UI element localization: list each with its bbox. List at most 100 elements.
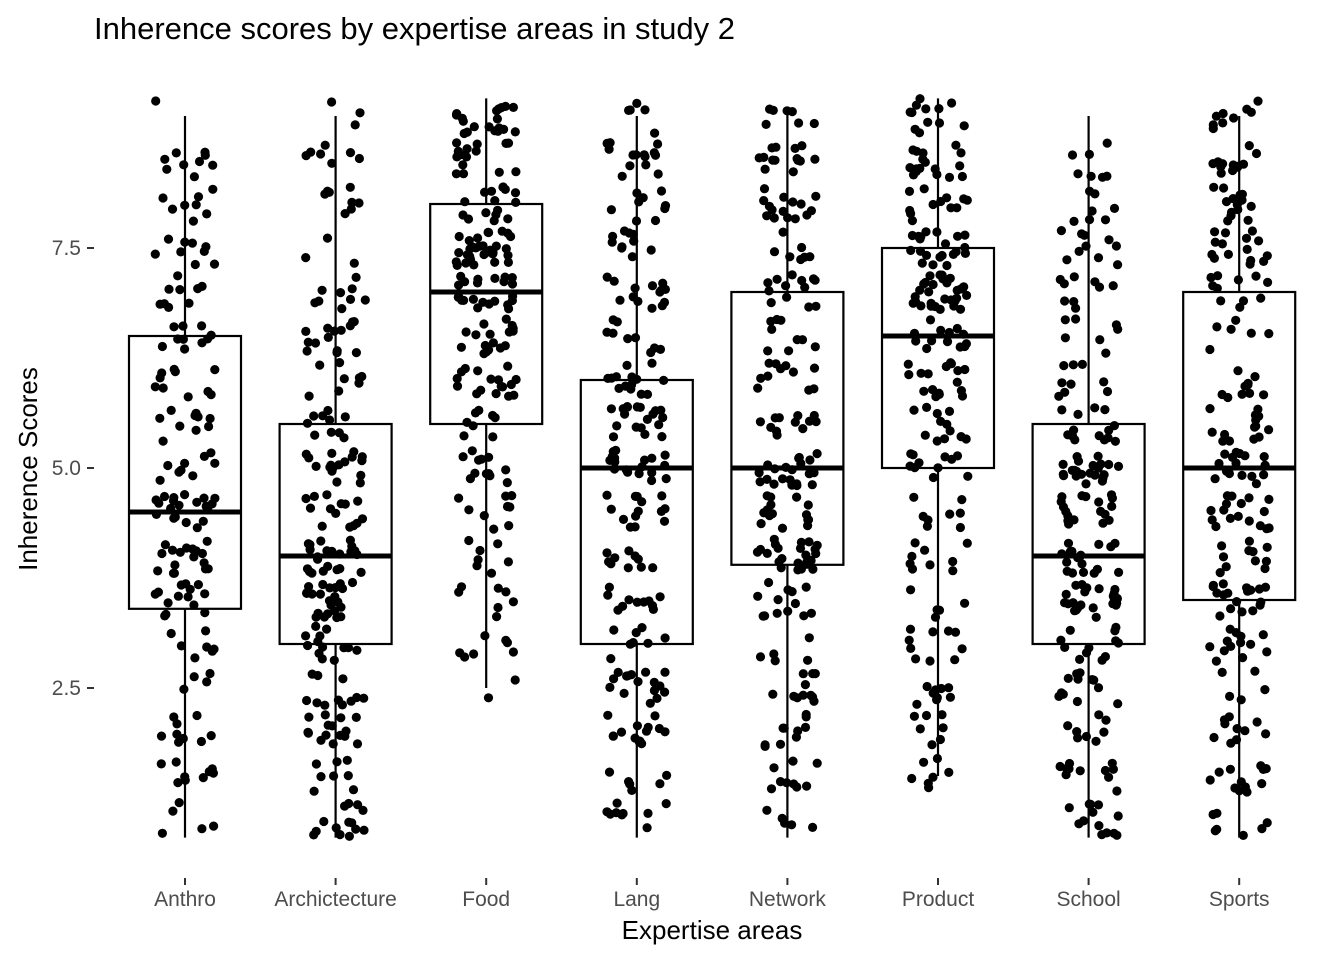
data-point: [490, 257, 500, 267]
data-point: [811, 301, 821, 311]
data-point: [762, 548, 772, 559]
data-point: [806, 690, 816, 700]
data-point: [1225, 764, 1235, 774]
data-point: [460, 652, 470, 662]
data-point: [343, 771, 353, 781]
data-point: [630, 333, 641, 343]
data-point: [1068, 360, 1078, 370]
data-point: [335, 288, 346, 298]
data-point: [464, 505, 474, 515]
data-point: [1093, 451, 1103, 461]
data-point: [657, 432, 667, 442]
data-point: [1214, 458, 1224, 469]
data-point: [1077, 359, 1087, 369]
data-point: [504, 304, 514, 314]
data-point: [197, 281, 207, 291]
data-point: [166, 503, 176, 514]
boxes-layer: [127, 98, 1297, 838]
data-point: [320, 140, 330, 150]
data-point: [175, 285, 185, 295]
data-point: [1208, 123, 1218, 134]
data-point: [947, 98, 957, 108]
data-point: [800, 680, 811, 690]
data-point: [1094, 282, 1105, 292]
x-tick-label-food: Food: [462, 888, 510, 911]
data-point: [468, 294, 478, 304]
data-point: [467, 446, 477, 456]
data-point: [1081, 479, 1091, 489]
data-point: [313, 554, 323, 564]
data-point: [1099, 377, 1109, 387]
data-point: [797, 335, 808, 345]
data-point: [948, 249, 959, 259]
data-point: [805, 455, 815, 465]
data-point: [636, 423, 646, 433]
data-point: [657, 491, 667, 501]
data-point: [347, 284, 357, 294]
data-point: [495, 343, 505, 353]
data-point: [192, 497, 202, 507]
data-point: [1262, 647, 1272, 657]
data-point: [454, 231, 464, 242]
data-point: [156, 759, 166, 769]
x-tick-label-archictecture: Archictecture: [274, 888, 397, 911]
data-point: [800, 282, 810, 292]
data-point: [607, 452, 617, 462]
data-point: [1227, 491, 1237, 501]
data-point: [650, 711, 660, 721]
data-point: [209, 259, 220, 269]
data-point: [925, 560, 935, 570]
data-point: [911, 336, 921, 346]
data-point: [452, 109, 462, 119]
data-point: [333, 597, 343, 607]
data-point: [1098, 473, 1108, 483]
data-point: [1264, 494, 1274, 504]
data-point: [1073, 674, 1083, 684]
data-point: [904, 186, 915, 196]
data-point: [608, 731, 618, 741]
data-point: [937, 270, 947, 280]
data-point: [1250, 666, 1260, 676]
data-point: [457, 295, 467, 305]
x-tick-label-anthro: Anthro: [154, 888, 216, 911]
data-point: [1238, 653, 1248, 663]
data-point: [655, 344, 666, 354]
data-point: [755, 652, 766, 662]
data-point: [756, 519, 766, 529]
data-point: [488, 410, 498, 421]
data-point: [803, 500, 813, 510]
data-point: [1218, 579, 1228, 589]
data-point: [503, 228, 513, 238]
data-point: [345, 148, 356, 158]
data-point: [1104, 515, 1114, 525]
data-point: [952, 451, 963, 461]
data-point: [210, 365, 220, 375]
data-point: [925, 656, 935, 666]
data-point: [922, 521, 933, 531]
data-point: [1063, 721, 1073, 731]
x-tick-label-school: School: [1056, 888, 1120, 911]
data-point: [1090, 403, 1100, 413]
data-point: [778, 723, 788, 733]
data-point: [650, 215, 661, 226]
data-point: [1236, 631, 1246, 641]
data-point: [1216, 296, 1226, 306]
data-point: [1259, 452, 1269, 462]
data-point: [609, 674, 619, 684]
data-point: [1255, 521, 1265, 531]
data-point: [458, 452, 468, 462]
data-point: [905, 461, 915, 471]
data-point: [808, 564, 818, 574]
data-point: [1223, 216, 1233, 226]
data-point: [462, 144, 472, 154]
data-point: [630, 283, 640, 293]
data-point: [496, 103, 506, 113]
data-point: [945, 273, 955, 283]
data-point: [1212, 322, 1222, 332]
data-point: [507, 295, 517, 306]
data-point: [475, 545, 485, 556]
x-tick-label-sports: Sports: [1209, 888, 1270, 911]
data-point: [796, 537, 807, 548]
data-point: [175, 421, 185, 431]
data-point: [335, 549, 345, 559]
